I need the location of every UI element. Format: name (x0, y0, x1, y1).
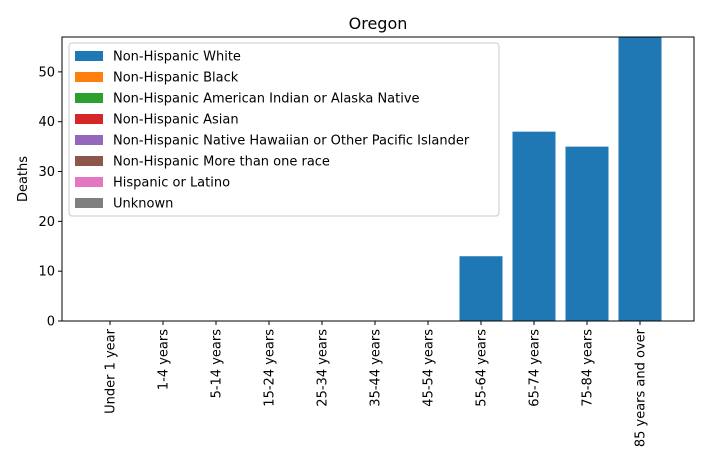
legend-label-5: Non-Hispanic Native Hawaiian or Other Pa… (113, 134, 470, 149)
bar-1-9 (512, 131, 556, 321)
x-tick-label: 85 years and over (634, 328, 649, 447)
legend-swatch-8 (75, 198, 103, 208)
legend-label-1: Non-Hispanic White (113, 50, 241, 65)
legend-label-8: Unknown (113, 197, 173, 212)
x-tick-label: 25-34 years (316, 329, 331, 407)
x-tick-label: 65-74 years (528, 329, 543, 407)
legend-label-4: Non-Hispanic Asian (113, 113, 239, 128)
y-tick-label: 10 (38, 265, 55, 280)
legend-frame (68, 42, 500, 217)
bar-1-8 (459, 256, 503, 321)
y-tick-label: 30 (38, 165, 55, 180)
legend-swatch-5 (75, 135, 103, 145)
chart-title: Oregon (349, 14, 408, 33)
legend-label-7: Hispanic or Latino (113, 176, 230, 191)
y-tick-label: 50 (38, 65, 55, 80)
x-axis: Under 1 year 1-4 years 5-14 years 15-24 yea… (104, 321, 649, 447)
legend-label-2: Non-Hispanic Black (113, 71, 239, 86)
legend-swatch-1 (75, 51, 103, 61)
legend-swatch-7 (75, 177, 103, 187)
x-tick-label: 55-64 years (475, 329, 490, 407)
legend-label-6: Non-Hispanic More than one race (113, 155, 330, 170)
x-tick-label: 1-4 years (157, 329, 172, 390)
legend-label-3: Non-Hispanic American Indian or Alaska N… (113, 92, 420, 107)
legend: Non-Hispanic White Non-Hispanic Black Non-… (68, 42, 500, 217)
y-tick-label: 0 (47, 315, 55, 330)
x-tick-label: Under 1 year (104, 328, 119, 414)
bar-1-11 (618, 37, 662, 321)
x-tick-label: 5-14 years (210, 329, 225, 399)
legend-swatch-2 (75, 72, 103, 82)
y-tick-label: 40 (38, 115, 55, 130)
x-tick-label: 75-84 years (581, 329, 596, 407)
y-tick-label: 20 (38, 215, 55, 230)
x-tick-label: 35-44 years (369, 329, 384, 407)
plot-area (61, 36, 695, 322)
legend-swatch-6 (75, 156, 103, 166)
bar-1-10 (565, 146, 609, 321)
y-axis-label: Deaths (16, 156, 31, 202)
legend-swatch-4 (75, 114, 103, 124)
x-tick-label: 15-24 years (263, 329, 278, 407)
x-tick-label: 45-54 years (422, 329, 437, 407)
legend-swatch-3 (75, 93, 103, 103)
bar-layer (459, 37, 662, 321)
y-axis: 0 10 20 30 40 50 (38, 65, 62, 330)
